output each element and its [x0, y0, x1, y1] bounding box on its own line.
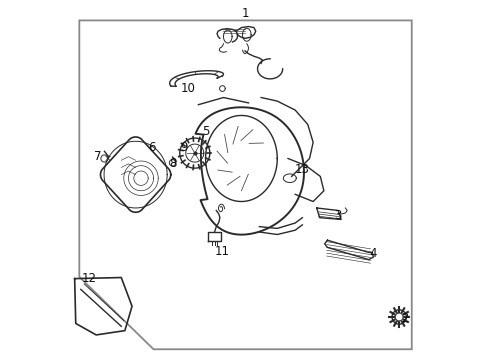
Text: 8: 8 — [170, 157, 177, 170]
Text: 3: 3 — [335, 210, 342, 222]
Text: 5: 5 — [202, 125, 209, 138]
Text: 4: 4 — [369, 247, 377, 260]
Text: 7: 7 — [94, 150, 102, 163]
Text: 12: 12 — [81, 272, 97, 285]
Text: 2: 2 — [401, 311, 408, 325]
Text: 9: 9 — [180, 141, 188, 154]
Text: 10: 10 — [180, 82, 195, 95]
Text: 1: 1 — [241, 7, 249, 20]
Text: 6: 6 — [148, 141, 155, 154]
Text: 13: 13 — [295, 163, 310, 176]
Text: 11: 11 — [214, 245, 229, 258]
